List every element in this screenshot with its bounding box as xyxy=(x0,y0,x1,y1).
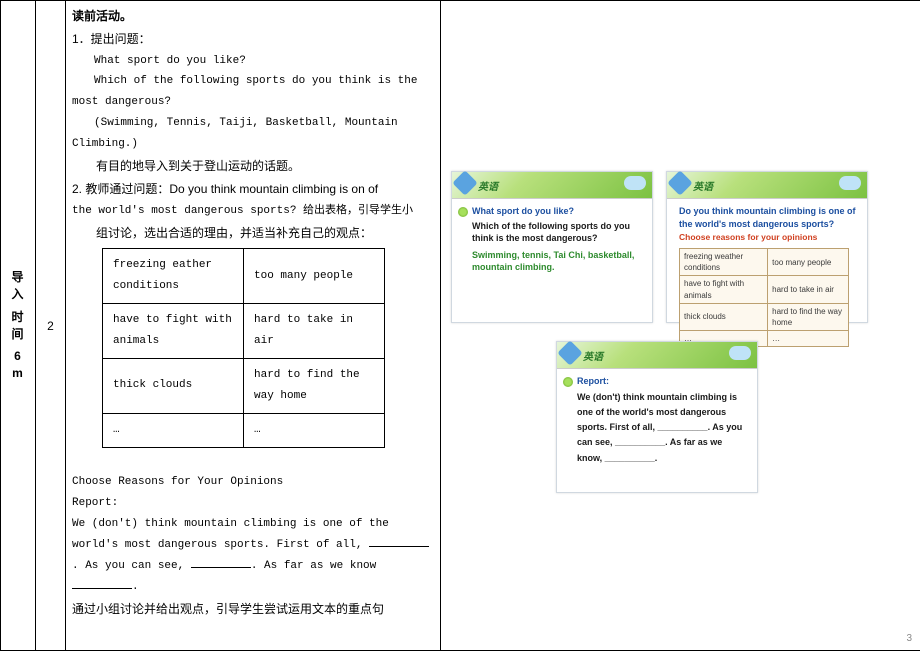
stage-label: 导入 xyxy=(7,269,29,303)
bullet-icon xyxy=(458,207,468,217)
item-1: 1．提出问题： xyxy=(72,28,434,51)
logo-icon xyxy=(667,170,692,195)
summary: 通过小组讨论并给出观点，引导学生尝试运用文本的重点句 xyxy=(72,598,434,621)
slide-title-2: Choose reasons for your opinions xyxy=(679,232,857,244)
slide-reasons-table: freezing weather conditionstoo many peop… xyxy=(679,248,849,347)
logo-icon xyxy=(557,340,582,365)
reason-cell: too many people xyxy=(244,249,385,304)
step-number: 2 xyxy=(36,1,66,651)
slide-header: 英语 xyxy=(452,172,652,199)
report-template: We (don't) think mountain climbing is on… xyxy=(72,514,434,598)
slide-title-1: Do you think mountain climbing is one of… xyxy=(679,205,857,230)
blank xyxy=(369,546,429,547)
logo-text: 英语 xyxy=(478,178,498,193)
report-label: Report: xyxy=(72,493,434,514)
heading: 读前活动。 xyxy=(72,9,132,23)
cloud-icon xyxy=(729,346,751,360)
slide-title: What sport do you like? xyxy=(472,205,642,218)
reason-cell: … xyxy=(103,413,244,447)
cell: have to fight with animals xyxy=(680,276,768,303)
cell: hard to find the way home xyxy=(768,303,849,330)
question-1: What sport do you like? xyxy=(72,51,434,72)
reason-cell: have to fight with animals xyxy=(103,304,244,359)
blank xyxy=(72,588,132,589)
logo-text: 英语 xyxy=(583,348,603,363)
slide-header: 英语 xyxy=(557,342,757,369)
cloud-icon xyxy=(839,176,861,190)
page-number: 3 xyxy=(906,633,912,644)
reasons-table: freezing eather conditionstoo many peopl… xyxy=(102,248,385,447)
slide-body: Do you think mountain climbing is one of… xyxy=(667,199,867,311)
slide-body: Report: We (don't) think mountain climbi… xyxy=(557,369,757,481)
slide-1: 英语 What sport do you like? Which of the … xyxy=(451,171,653,323)
reason-cell: … xyxy=(244,413,385,447)
question-3: (Swimming, Tennis, Taiji, Basketball, Mo… xyxy=(72,113,434,155)
slide-header: 英语 xyxy=(667,172,867,199)
slides-column: 英语 What sport do you like? Which of the … xyxy=(441,1,920,651)
question-2: Which of the following sports do you thi… xyxy=(72,71,434,113)
cell: hard to take in air xyxy=(768,276,849,303)
slide-body: What sport do you like? Which of the fol… xyxy=(452,199,652,311)
slide-2: 英语 Do you think mountain climbing is one… xyxy=(666,171,868,323)
logo-text: 英语 xyxy=(693,178,713,193)
item-2: 2. 教师通过问题：Do you think mountain climbing… xyxy=(72,178,434,201)
item-2b: the world's most dangerous sports? 给出表格，… xyxy=(72,201,434,222)
reason-cell: hard to take in air xyxy=(244,304,385,359)
slide-line: Which of the following sports do you thi… xyxy=(472,220,642,245)
reason-cell: thick clouds xyxy=(103,358,244,413)
choose-label: Choose Reasons for Your Opinions xyxy=(72,472,434,493)
slide-answer: Swimming, tennis, Tai Chi, basketball, m… xyxy=(472,249,642,274)
duration-label: 6 m xyxy=(7,348,29,382)
slide-title: Report: xyxy=(577,375,747,388)
bullet-icon xyxy=(563,377,573,387)
reason-cell: hard to find the way home xyxy=(244,358,385,413)
slide-3: 英语 Report: We (don't) think mountain cli… xyxy=(556,341,758,493)
activity-content: 读前活动。 1．提出问题： What sport do you like? Wh… xyxy=(66,1,441,651)
blank xyxy=(191,567,251,568)
reason-cell: freezing eather conditions xyxy=(103,249,244,304)
cell: thick clouds xyxy=(680,303,768,330)
cloud-icon xyxy=(624,176,646,190)
cell: freezing weather conditions xyxy=(680,249,768,276)
cell: … xyxy=(768,331,849,347)
stage-cell: 导入 时间 6 m xyxy=(1,1,36,651)
slide-report-body: We (don't) think mountain climbing is on… xyxy=(577,390,747,466)
time-label: 时间 xyxy=(7,309,29,343)
note-1: 有目的地导入到关于登山运动的话题。 xyxy=(72,155,434,178)
logo-icon xyxy=(452,170,477,195)
cell: too many people xyxy=(768,249,849,276)
item-2c: 组讨论，选出合适的理由，并适当补充自己的观点： xyxy=(72,222,434,245)
lesson-plan-table: 导入 时间 6 m 2 读前活动。 1．提出问题： What sport do … xyxy=(0,0,920,651)
